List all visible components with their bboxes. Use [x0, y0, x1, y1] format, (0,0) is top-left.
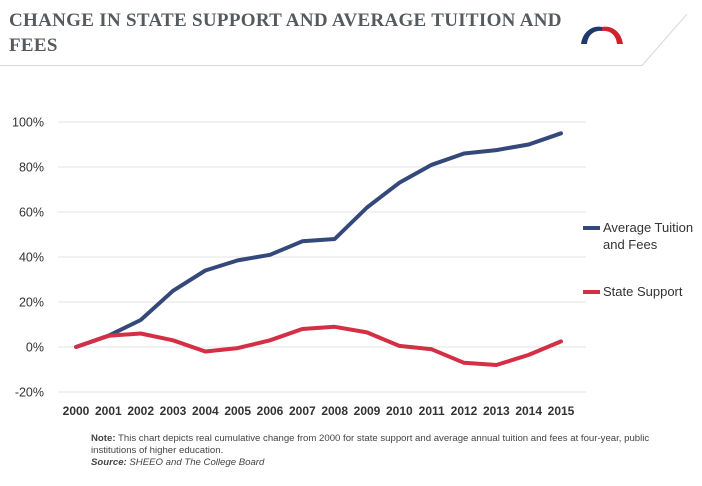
x-tick-label: 2014	[515, 404, 542, 418]
x-tick-label: 2015	[548, 404, 575, 418]
x-tick-label: 2007	[289, 404, 316, 418]
arch-logo-icon	[581, 26, 623, 44]
legend-label-average-tuition: Average Tuition and Fees	[603, 220, 694, 252]
x-tick-label: 2006	[257, 404, 284, 418]
x-tick-label: 2005	[224, 404, 251, 418]
y-tick-label: 80%	[19, 161, 44, 175]
chart-title: CHANGE IN STATE SUPPORT AND AVERAGE TUIT…	[9, 10, 562, 56]
x-tick-label: 2003	[160, 404, 187, 418]
y-tick-label: 100%	[12, 116, 44, 130]
series-lines	[74, 131, 563, 367]
x-tick-label: 2011	[419, 404, 445, 418]
chart-footnote: Note: This chart depicts real cumulative…	[91, 433, 651, 469]
y-tick-label: -20%	[15, 386, 44, 400]
x-tick-label: 2008	[321, 404, 348, 418]
y-tick-label: 20%	[19, 296, 44, 310]
line-chart: -20%0%20%40%60%80%100% 2000 2001 2002 2003 2…	[12, 116, 586, 418]
y-tick-label: 0%	[26, 341, 44, 355]
legend-swatch-state-support	[583, 290, 600, 294]
series-line-state-support	[74, 324, 563, 367]
x-tick-label: 2002	[127, 404, 154, 418]
gridlines	[58, 121, 586, 393]
x-tick-label: 2013	[483, 404, 510, 418]
x-tick-label: 2001	[95, 404, 122, 418]
header-divider	[0, 13, 688, 66]
x-tick-label: 2000	[63, 404, 90, 418]
y-axis-ticks: -20% 0% 20% 40% 60% 80% 100%	[12, 116, 44, 400]
y-tick-label: 60%	[19, 206, 44, 220]
legend-label-state-support: State Support	[603, 284, 683, 299]
x-axis-ticks: 2000 2001 2002 2003 2004 2005 2006 2007 2008 2009…	[63, 404, 575, 418]
x-tick-label: 2010	[386, 404, 413, 418]
y-tick-label: 40%	[19, 251, 44, 265]
source-text: Source: SHEEO and The College Board	[91, 457, 265, 468]
series-line-average-tuition	[74, 131, 563, 349]
x-tick-label: 2012	[451, 404, 478, 418]
x-tick-label: 2009	[354, 404, 381, 418]
legend-swatch-average-tuition	[583, 226, 600, 230]
note-text: Note: This chart depicts real cumulative…	[91, 433, 650, 456]
x-tick-label: 2004	[192, 404, 219, 418]
